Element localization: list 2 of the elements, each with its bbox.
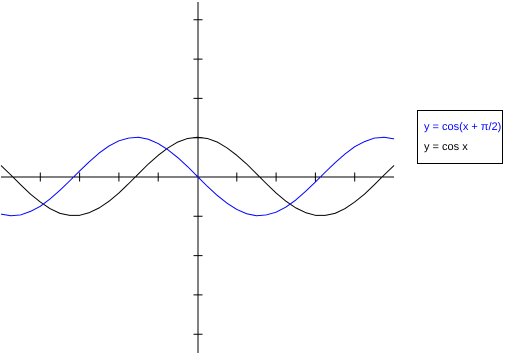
text: y = cos x: [423, 140, 469, 155]
text: y = cos(x + π/2): [423, 120, 502, 135]
